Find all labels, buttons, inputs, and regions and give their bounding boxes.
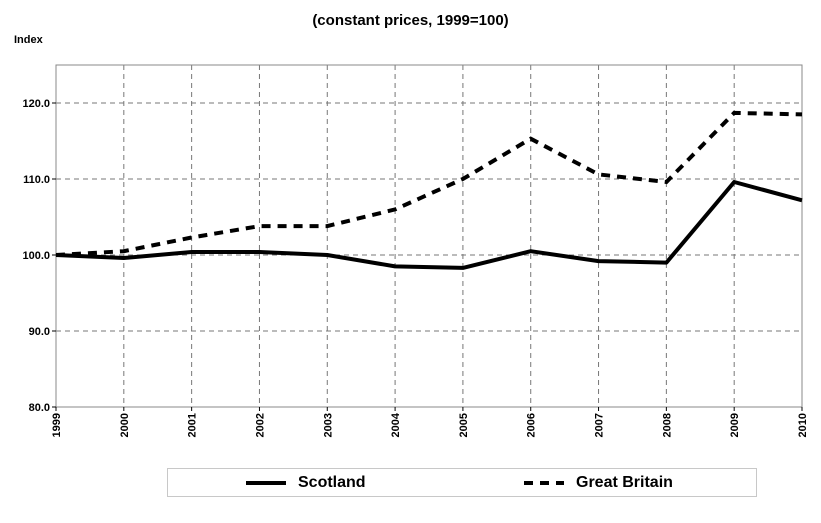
legend-item-great-britain: Great Britain: [524, 469, 673, 496]
legend-label-great-britain: Great Britain: [576, 473, 673, 491]
legend-label-scotland: Scotland: [298, 473, 366, 491]
x-tick-label: 2003: [322, 413, 334, 437]
x-tick-label: 2004: [390, 412, 402, 437]
y-tick-label: 110.0: [23, 174, 50, 186]
x-tick-label: 2007: [594, 413, 606, 437]
chart-title: (constant prices, 1999=100): [312, 12, 509, 29]
dashed-line-swatch-icon: [524, 480, 564, 485]
solid-line-swatch-icon: [246, 480, 286, 485]
x-tick-label: 2008: [661, 413, 673, 437]
x-tick-label: 2002: [254, 413, 266, 437]
x-tick-label: 2006: [526, 413, 538, 437]
x-tick-label: 1999: [51, 413, 63, 437]
series-lines: [55, 110, 803, 270]
y-tick-label: 80.0: [29, 402, 50, 414]
grid-lines: [56, 65, 802, 407]
series-line-scotland: [55, 180, 803, 270]
x-tick-label: 2009: [729, 413, 741, 437]
x-tick-label: 2005: [458, 413, 470, 437]
x-tick-label: 2010: [797, 413, 809, 437]
y-tick-label: 120.0: [22, 98, 50, 110]
y-axis-label: Index: [14, 34, 43, 46]
y-tick-label: 100.0: [22, 250, 50, 262]
plot-area-border: [55, 64, 803, 408]
x-tick-label: 2000: [119, 413, 131, 437]
series-line-great-britain: [55, 110, 803, 257]
legend-item-scotland: Scotland: [246, 469, 366, 496]
y-axis-ticks: 80.0 90.0 100.0 110.0 120.0: [22, 98, 56, 414]
line-chart: 80.0 90.0 100.0 110.0 120.0 1999 2000 2001 2002…: [22, 64, 809, 437]
y-tick-label: 90.0: [29, 326, 50, 338]
legend: Scotland Great Britain: [167, 468, 757, 497]
x-axis-ticks: 1999 2000 2001 2002 2003 2004 2005 2006 2007 2008…: [51, 407, 809, 437]
x-tick-label: 2001: [187, 413, 199, 437]
